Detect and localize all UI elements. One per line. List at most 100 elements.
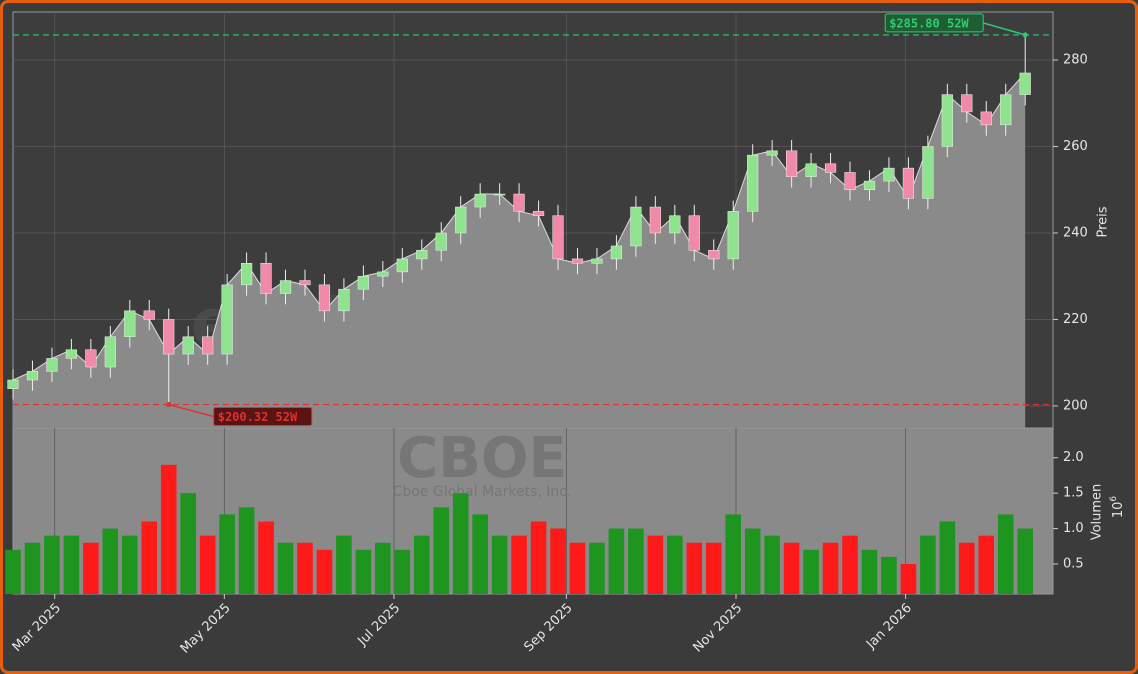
candle-body	[435, 232, 447, 251]
volume-bar	[783, 542, 800, 594]
candle-body	[357, 275, 369, 290]
candle-body	[416, 250, 428, 260]
volume-bar	[511, 535, 527, 594]
y-tick-label: 260	[1063, 139, 1088, 154]
candle-body	[610, 245, 623, 260]
candle-body	[182, 336, 194, 355]
candle-body	[902, 167, 915, 199]
candle-body	[474, 193, 486, 208]
y2-tick-label: 0.5	[1063, 556, 1084, 571]
volume-bar	[394, 549, 411, 594]
y-tick-label: 200	[1063, 398, 1088, 413]
candle-body	[260, 262, 272, 294]
volume-bar	[705, 542, 722, 594]
x-tick-label: Jan 2026	[863, 601, 915, 653]
candle-body	[377, 271, 389, 277]
candle-body	[980, 111, 992, 126]
volume-bar	[452, 493, 469, 594]
candle-body	[552, 215, 564, 260]
candle-body	[104, 336, 116, 368]
candle-body	[844, 172, 856, 190]
volume-bar	[530, 521, 547, 594]
candle-body	[591, 258, 603, 264]
annotation-head	[166, 402, 172, 408]
volume-bar	[238, 507, 255, 594]
volume-bar	[608, 528, 625, 594]
annotation-label: $200.32 52W	[218, 410, 298, 424]
y2-tick-label: 1.0	[1063, 521, 1084, 536]
candle-body	[318, 284, 331, 312]
candle-body	[124, 310, 136, 338]
volume-bar	[199, 535, 216, 594]
candle-body	[46, 358, 58, 372]
volume-bar	[978, 535, 995, 594]
annotation-box	[213, 407, 313, 427]
candle-body	[630, 206, 642, 247]
volume-bar	[141, 521, 158, 594]
watermark-ticker: CBOE	[397, 426, 567, 491]
candle-body	[396, 258, 408, 273]
candle-body	[669, 215, 681, 234]
candle-body	[163, 319, 175, 355]
volume-bar	[822, 542, 839, 594]
annotation-box	[884, 13, 984, 33]
annotation-arrow	[168, 403, 214, 418]
volume-bar	[83, 542, 99, 594]
volume-bar	[997, 514, 1014, 594]
volume-bar	[667, 535, 683, 594]
volume-bar	[44, 535, 60, 594]
volume-bar	[959, 542, 975, 594]
volume-bar	[550, 528, 566, 594]
volume-bar	[316, 549, 333, 594]
candle-body	[571, 258, 584, 264]
candle-body	[863, 180, 876, 190]
volume-bar	[375, 542, 391, 594]
annotation-head	[1022, 32, 1028, 38]
volume-bar	[764, 535, 780, 594]
x-tick-label: May 2025	[178, 601, 234, 657]
volume-bar	[122, 535, 138, 594]
y-tick-label: 220	[1063, 312, 1088, 327]
watermark-company: Cboe Global Markets, Inc.	[393, 484, 572, 500]
volume-bar	[433, 507, 450, 594]
candle-body	[494, 193, 506, 196]
volume-bar	[861, 549, 878, 594]
candle-body	[1000, 94, 1012, 126]
volume-bar	[842, 535, 858, 594]
volume-bar	[277, 542, 294, 594]
candle-body	[747, 154, 759, 212]
offset-base: 10	[1111, 502, 1126, 519]
annotation-label: $285.80 52W	[889, 16, 969, 30]
candle-body	[941, 94, 953, 147]
volume-bar	[1017, 528, 1033, 594]
x-tick-label: Sep 2025	[521, 601, 575, 655]
candle-body	[708, 250, 720, 260]
candle-body	[727, 211, 739, 260]
volume-bar	[160, 464, 177, 594]
y-axis-label: Preis	[1096, 206, 1111, 237]
candle-body	[883, 167, 895, 182]
candle-body	[805, 163, 817, 178]
x-tick-label: Mar 2025	[10, 601, 64, 655]
y-tick-label: 280	[1063, 53, 1088, 68]
volume-bar	[258, 521, 274, 594]
y2-offset: 106	[1109, 496, 1126, 519]
volume-bar	[686, 542, 703, 594]
volume-bar	[803, 549, 819, 594]
volume-bar	[900, 563, 917, 594]
candle-body	[649, 206, 661, 234]
volume-bar	[180, 493, 196, 594]
candle-body	[338, 288, 350, 312]
offset-exponent: 6	[1109, 496, 1119, 502]
volume-bar	[939, 521, 956, 594]
candle-body	[961, 94, 973, 113]
candle-body	[513, 193, 525, 212]
annotation-arrow	[982, 22, 1026, 36]
candle-body	[143, 310, 155, 320]
candle-body	[240, 262, 253, 286]
x-tick-label: Jul 2025	[355, 601, 404, 650]
volume-bar	[63, 535, 80, 594]
y2-axis-label: Volumen	[1090, 484, 1105, 541]
candle-body	[1019, 72, 1031, 95]
